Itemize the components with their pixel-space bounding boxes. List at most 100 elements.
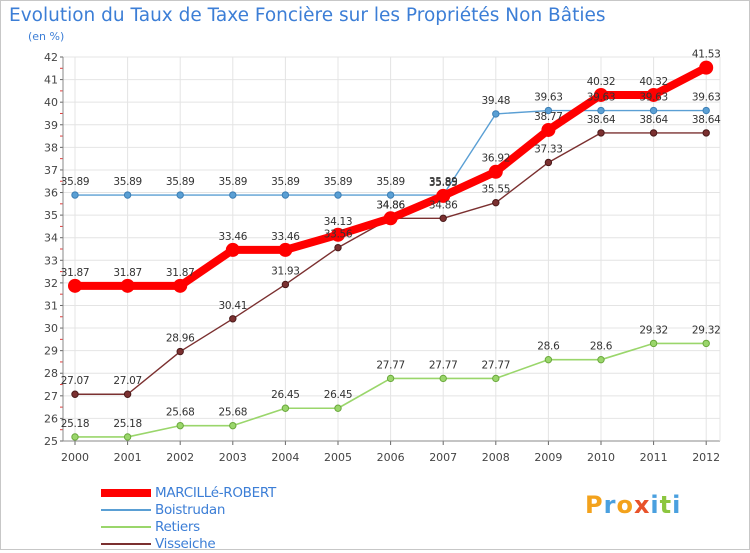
data-point-2-9 <box>544 355 553 364</box>
data-label-3-4: 31.93 <box>271 265 300 277</box>
data-point-2-1 <box>123 433 132 441</box>
data-label-1-3: 35.89 <box>219 176 248 188</box>
data-point-1-3 <box>229 191 237 199</box>
legend-label: Retiers <box>155 519 200 535</box>
x-tick-label: 2007 <box>429 451 457 464</box>
y-tick-label: 28 <box>44 367 58 380</box>
data-label-3-9: 37.33 <box>534 143 563 155</box>
data-point-1-8 <box>492 110 500 118</box>
y-tick-label: 33 <box>44 254 58 267</box>
legend-swatch <box>101 526 151 528</box>
data-label-1-5: 35.89 <box>324 176 353 188</box>
data-label-0-5: 34.13 <box>324 216 353 228</box>
legend-swatch <box>101 509 151 511</box>
data-label-1-7: 35.89 <box>429 176 458 188</box>
logo-letter: x <box>633 491 651 519</box>
data-point-1-4 <box>281 191 290 199</box>
data-point-0-1 <box>120 278 135 293</box>
data-label-1-8: 39.48 <box>482 95 511 107</box>
data-label-3-11: 38.64 <box>639 114 668 126</box>
data-point-0-11 <box>646 87 661 102</box>
data-label-3-8: 35.55 <box>482 184 511 196</box>
proxiti-logo: Proxiti <box>585 491 681 519</box>
data-point-0-9 <box>541 122 556 137</box>
data-label-2-6: 27.77 <box>376 359 405 371</box>
legend-label: Visseiche <box>155 536 216 552</box>
y-tick-label: 30 <box>44 322 58 335</box>
data-label-1-0: 35.89 <box>61 176 90 188</box>
data-label-2-8: 27.77 <box>482 359 511 371</box>
data-label-0-7: 35.85 <box>429 177 458 189</box>
legend-swatch <box>101 543 151 545</box>
data-label-0-4: 33.46 <box>271 231 300 243</box>
data-point-3-2 <box>176 347 184 356</box>
x-tick-label: 2002 <box>166 451 194 464</box>
data-label-3-2: 28.96 <box>166 333 195 345</box>
data-label-2-1: 25.18 <box>113 418 142 430</box>
data-point-0-8 <box>488 164 503 179</box>
x-tick-label: 2009 <box>534 451 562 464</box>
y-tick-label: 37 <box>44 164 58 177</box>
data-point-3-5 <box>334 243 342 252</box>
data-point-3-10 <box>597 129 605 137</box>
data-label-3-1: 27.07 <box>113 375 142 387</box>
x-tick-label: 2004 <box>271 451 299 464</box>
data-point-2-12 <box>702 339 710 348</box>
data-point-0-4 <box>278 242 293 257</box>
logo-letter: t <box>659 491 673 519</box>
y-tick-label: 29 <box>44 345 58 358</box>
data-point-2-7 <box>439 374 447 383</box>
y-tick-label: 34 <box>44 232 58 245</box>
data-point-2-5 <box>334 404 342 412</box>
data-point-3-3 <box>229 315 237 323</box>
y-tick-label: 41 <box>44 74 58 87</box>
x-tick-label: 2001 <box>114 451 142 464</box>
data-label-2-10: 28.6 <box>590 341 613 353</box>
y-axis-label: (en %) <box>28 30 65 43</box>
data-point-2-11 <box>649 339 658 348</box>
data-label-0-6: 34.86 <box>376 199 405 211</box>
data-point-0-3 <box>225 242 240 257</box>
data-point-0-5 <box>331 227 345 242</box>
x-tick-label: 2012 <box>692 451 720 464</box>
data-label-1-10: 39.63 <box>587 92 616 104</box>
data-label-0-0: 31.87 <box>61 267 90 279</box>
y-tick-label: 38 <box>44 141 58 154</box>
data-point-1-10 <box>597 106 605 115</box>
legend-label: MARCILLé-ROBERT <box>155 485 276 501</box>
x-tick-label: 2011 <box>640 451 668 464</box>
y-tick-label: 26 <box>44 412 58 425</box>
data-point-0-7 <box>436 188 451 203</box>
data-label-3-5: 33.56 <box>324 229 353 241</box>
data-label-0-9: 38.77 <box>534 111 563 123</box>
y-tick-label: 32 <box>44 277 58 290</box>
x-tick-label: 2003 <box>219 451 247 464</box>
data-label-1-1: 35.89 <box>113 176 142 188</box>
legend-swatch <box>101 489 151 497</box>
data-point-2-10 <box>597 355 605 364</box>
data-point-2-4 <box>281 404 290 412</box>
data-point-0-6 <box>383 211 398 226</box>
data-label-3-10: 38.64 <box>587 114 616 126</box>
chart-title: Evolution du Taux de Taxe Foncière sur l… <box>9 5 606 26</box>
data-label-2-5: 26.45 <box>324 389 353 401</box>
data-label-3-12: 38.64 <box>692 114 721 126</box>
data-label-0-11: 40.32 <box>639 76 668 88</box>
data-point-2-0 <box>71 433 79 441</box>
data-label-1-12: 39.63 <box>692 92 721 104</box>
data-label-3-0: 27.07 <box>61 375 90 387</box>
plot-area <box>63 57 720 441</box>
data-point-1-1 <box>123 191 132 199</box>
x-tick-label: 2000 <box>61 451 89 464</box>
logo-letter: i <box>650 491 660 519</box>
data-label-0-1: 31.87 <box>113 267 142 279</box>
data-point-3-11 <box>649 129 658 137</box>
data-label-2-2: 25.68 <box>166 407 195 419</box>
logo-letter: P <box>585 491 604 519</box>
data-label-1-11: 39.63 <box>639 92 668 104</box>
data-point-3-4 <box>281 280 290 289</box>
data-label-1-6: 35.89 <box>376 176 405 188</box>
data-label-3-7: 34.86 <box>429 199 458 211</box>
